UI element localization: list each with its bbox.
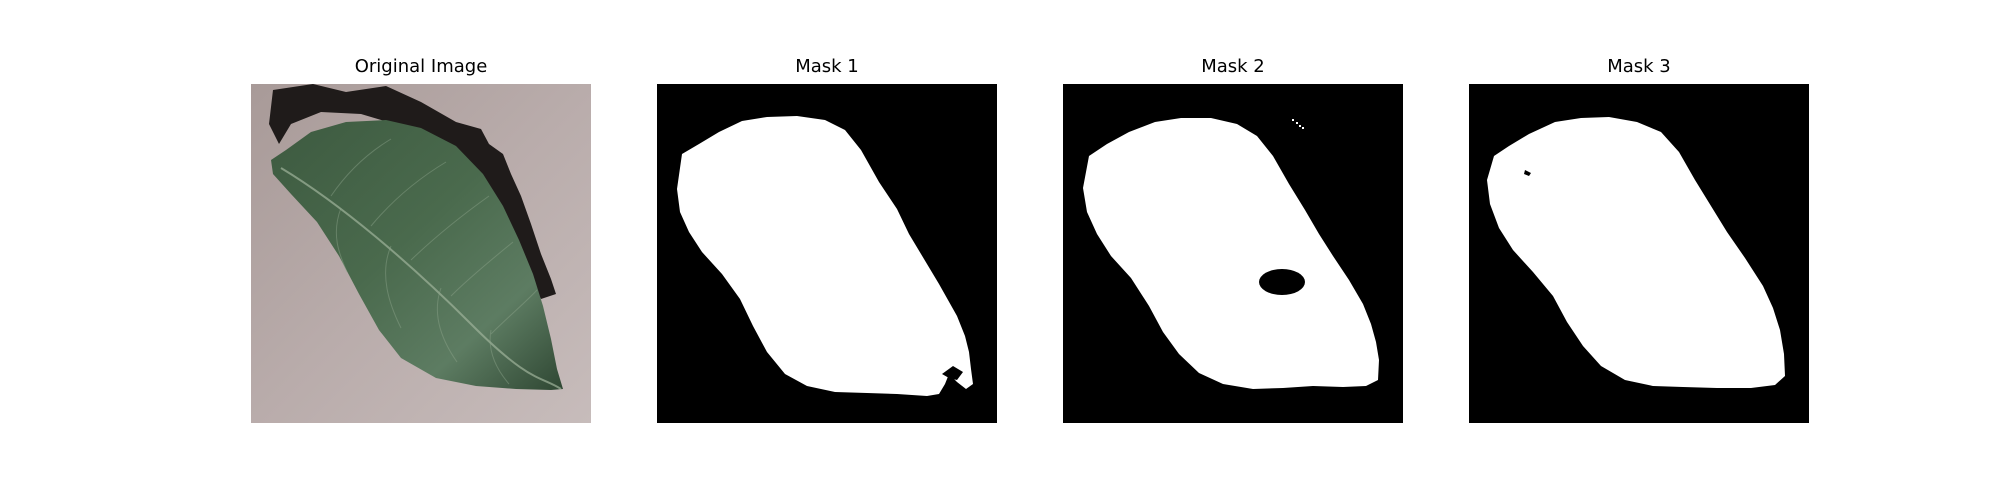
panel-title-mask-3: Mask 3 <box>1469 56 1809 78</box>
original-leaf-photo <box>251 84 591 423</box>
panel-mask-3: Mask 3 <box>1469 0 1809 500</box>
mask-2-image <box>1063 84 1403 423</box>
panel-title-mask-2: Mask 2 <box>1063 56 1403 78</box>
mask-3-image <box>1469 84 1809 423</box>
panel-title-original: Original Image <box>251 56 591 78</box>
panel-mask-2: Mask 2 <box>1063 0 1403 500</box>
mask-1-image <box>657 84 997 423</box>
panel-title-mask-1: Mask 1 <box>657 56 997 78</box>
mask-2-hole <box>1259 269 1305 295</box>
panel-original-image: Original Image <box>251 0 591 500</box>
panel-mask-1: Mask 1 <box>657 0 997 500</box>
